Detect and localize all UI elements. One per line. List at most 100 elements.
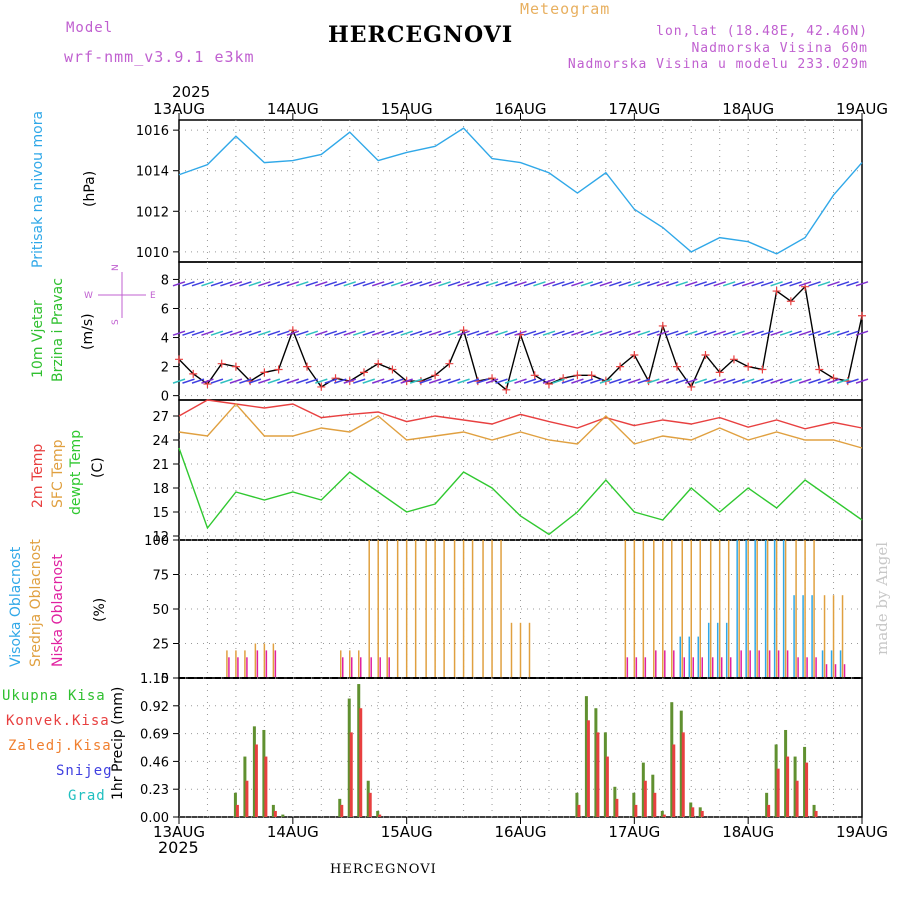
wind-barb — [789, 378, 802, 384]
wind-barb — [808, 330, 821, 336]
wind-barb — [504, 378, 518, 384]
wind-point — [431, 371, 440, 380]
precip-bar — [281, 814, 285, 817]
wind-point — [858, 311, 866, 320]
wind-barb — [428, 378, 442, 384]
wind-point — [715, 368, 724, 377]
legend-conv-rain: Konvek.Kisa — [6, 713, 110, 729]
wind-tick-label: 6 — [161, 302, 169, 317]
wind-barb — [334, 281, 347, 287]
wind-barb — [542, 330, 556, 336]
wind-barb — [523, 378, 537, 384]
wind-tick-label: 0 — [161, 390, 169, 405]
wind-barb — [248, 378, 262, 384]
wind-barb — [447, 281, 461, 287]
wind-barb — [239, 281, 252, 287]
wind-barb — [495, 330, 508, 336]
precip-bar — [262, 729, 266, 817]
temperature-tick-label: 21 — [152, 458, 169, 473]
wind-barb — [476, 330, 489, 336]
wind-barb — [599, 378, 613, 384]
wind-barb — [561, 330, 575, 336]
temperature-series-1 — [178, 402, 863, 449]
wind-barb — [201, 378, 214, 384]
time-label-top: 15AUG — [381, 100, 433, 118]
coords-label: lon,lat (18.48E, 42.46N) — [656, 24, 868, 39]
wind-barb — [751, 281, 764, 287]
precip-bar — [700, 810, 704, 817]
wind-barb — [305, 281, 319, 287]
wind-barb — [542, 281, 556, 287]
wind-barb — [647, 281, 660, 287]
wind-point — [359, 368, 368, 377]
wind-barb — [685, 330, 698, 336]
wind-barb — [741, 281, 755, 287]
wind-barb — [590, 281, 603, 287]
wind-barb — [533, 330, 546, 336]
wind-barb — [647, 378, 660, 384]
wind-barb — [685, 378, 698, 384]
wind-point — [687, 382, 696, 391]
wind-barb — [315, 281, 328, 287]
legend-freezing-rain: Zaledj.Kisa — [8, 738, 112, 754]
wind-barb — [239, 330, 252, 336]
wind-barb — [172, 330, 186, 336]
precip-bar — [812, 804, 816, 817]
temperature-tick-label: 27 — [152, 410, 169, 425]
wind-barb — [817, 330, 831, 336]
precip-bar — [366, 780, 370, 817]
precip-bar — [252, 726, 256, 817]
wind-barb — [504, 330, 518, 336]
wind-barb — [172, 378, 186, 384]
wind-point — [388, 365, 397, 374]
wind-barb — [362, 330, 375, 336]
wind-barb — [229, 281, 243, 287]
wind-barb — [523, 281, 537, 287]
compass-south: S — [111, 319, 121, 325]
precip-bar — [243, 756, 247, 817]
wind-barb — [732, 378, 745, 384]
wind-barb — [476, 378, 489, 384]
cloud-tick-label: 25 — [152, 638, 169, 653]
wind-barb — [732, 330, 745, 336]
wind-barb — [495, 281, 508, 287]
compass-west: W — [84, 291, 93, 301]
wind-barb — [409, 281, 423, 287]
wind-point — [701, 350, 710, 359]
model-name: wrf-nmm_v3.9.1 e3km — [64, 48, 255, 66]
precip-frame — [178, 677, 863, 818]
wind-point — [260, 368, 269, 377]
wind-tick-label: 8 — [161, 273, 169, 288]
precip-bar — [575, 792, 579, 817]
wind-barb — [618, 281, 632, 287]
wind-barb — [855, 330, 869, 336]
wind-barb — [419, 281, 432, 287]
wind-barb — [220, 378, 233, 384]
wind-barb — [571, 330, 584, 336]
legend-grad: Grad — [68, 788, 106, 804]
wind-barb — [855, 281, 869, 287]
wind-barb — [609, 378, 622, 384]
wind-barb — [656, 378, 670, 384]
station-title: HERCEGNOVI — [328, 22, 514, 48]
wind-barb — [210, 330, 224, 336]
wind-barb — [817, 378, 831, 384]
wind-barb — [846, 378, 859, 384]
wind-barb — [552, 281, 565, 287]
wind-barb — [258, 281, 271, 287]
wind-barb — [590, 378, 603, 384]
wind-barb — [694, 330, 707, 336]
wind-barb — [751, 330, 764, 336]
wind-barb — [390, 281, 404, 287]
wind-point — [445, 359, 454, 368]
precip-bar — [605, 756, 609, 817]
precip-bar — [347, 698, 351, 817]
wind-barb — [694, 378, 707, 384]
precip-bar — [338, 798, 342, 817]
precip-bar — [594, 708, 598, 817]
time-label-top: 14AUG — [267, 100, 319, 118]
precip-tick-label: 0.69 — [140, 728, 169, 743]
wind-barb — [315, 378, 328, 384]
precip-bar — [803, 746, 807, 817]
